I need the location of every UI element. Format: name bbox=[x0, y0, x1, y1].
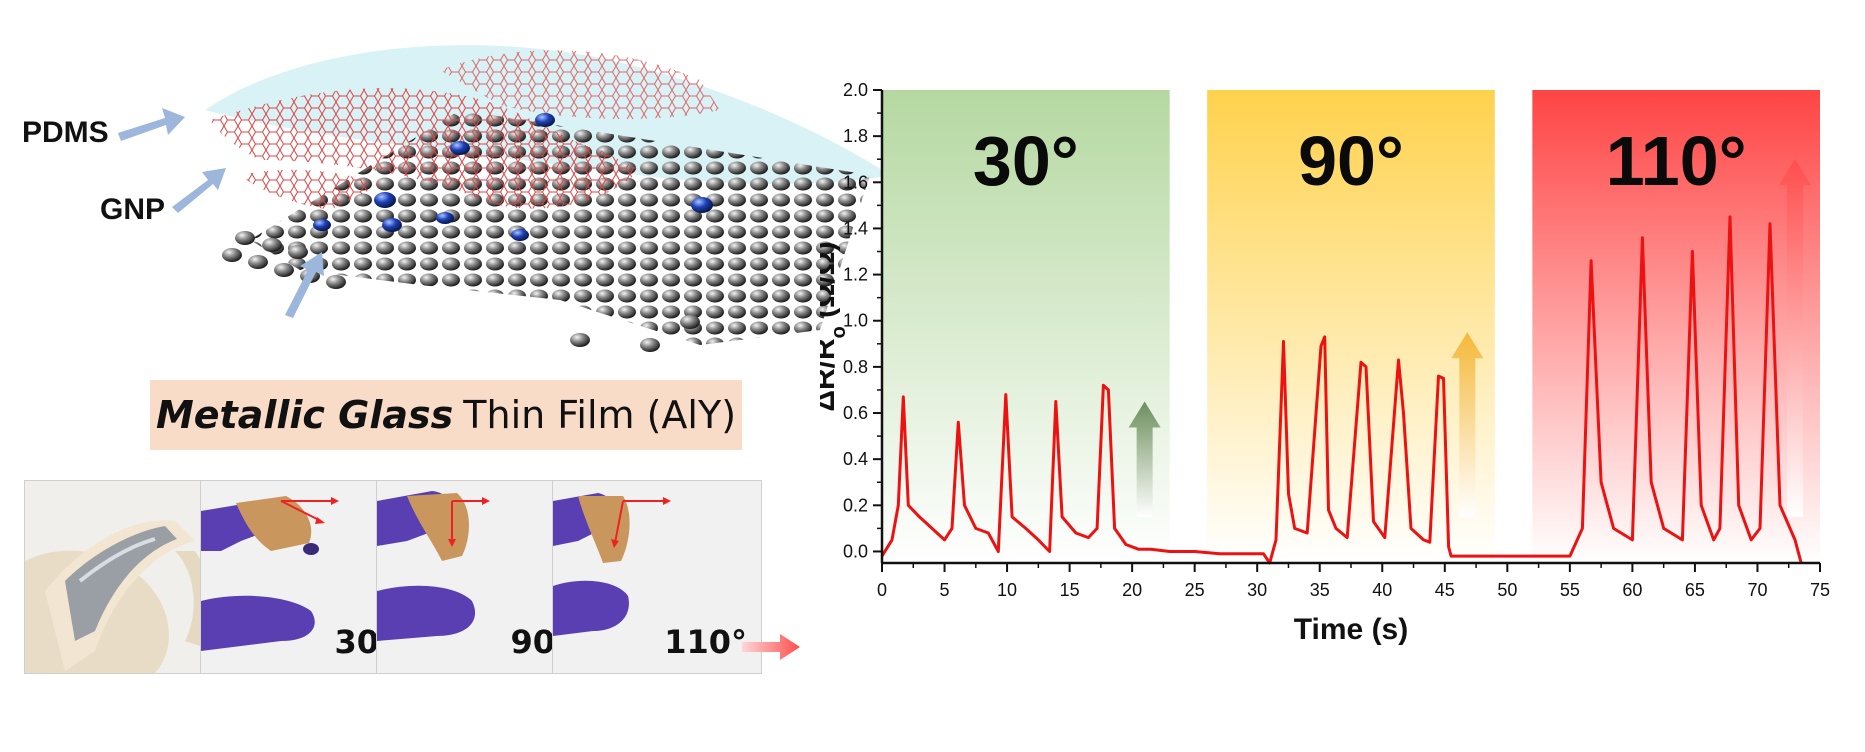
pdms-arrow bbox=[118, 108, 185, 141]
x-tick-label: 25 bbox=[1185, 580, 1205, 600]
bend-90-illustration bbox=[377, 491, 490, 641]
trend-arrow bbox=[1778, 159, 1811, 517]
zone-label: 30° bbox=[973, 122, 1079, 200]
pointer-arrows bbox=[118, 108, 324, 318]
x-tick-label: 50 bbox=[1497, 580, 1517, 600]
series-line bbox=[880, 215, 1803, 565]
bend-30-illustration bbox=[201, 496, 339, 651]
pdms-label: PDMS bbox=[22, 116, 109, 149]
trend-arrow bbox=[1128, 401, 1161, 517]
gnp-label: GNP bbox=[100, 193, 166, 226]
x-tick-label: 60 bbox=[1622, 580, 1642, 600]
finger-tape bbox=[236, 496, 312, 551]
x-tick-label: 70 bbox=[1747, 580, 1767, 600]
resistance-chart: 30° 90° 110° 0 5 10 15 20 25 30 35 40 45 50 55 60 65 70 7… bbox=[820, 80, 1830, 646]
gnp-network-lower bbox=[240, 169, 380, 210]
photo-bend-30: 30° bbox=[200, 480, 410, 674]
x-tick-label: 55 bbox=[1560, 580, 1580, 600]
x-tick-label: 45 bbox=[1435, 580, 1455, 600]
x-tick-label: 75 bbox=[1810, 580, 1830, 600]
connector-arrow bbox=[742, 634, 800, 660]
gnp-arrow bbox=[172, 168, 226, 213]
trend-arrow bbox=[1451, 332, 1484, 517]
x-tick-label: 0 bbox=[877, 580, 887, 600]
bend-110-illustration bbox=[553, 493, 671, 636]
y-axis-label: ΔR/Ro (Ω/Ω) bbox=[820, 241, 850, 411]
x-tick-label: 30 bbox=[1247, 580, 1267, 600]
film-label-box: Metallic Glass Thin Film (AlY) bbox=[150, 380, 742, 450]
y-axis-label-main: ΔR/R bbox=[820, 338, 841, 412]
x-axis-label: Time (s) bbox=[1294, 613, 1408, 646]
y-axis-label-sub: o bbox=[828, 326, 850, 338]
zone-band bbox=[1532, 90, 1820, 563]
y-axis-label-unit: (Ω/Ω) bbox=[820, 241, 841, 326]
series-trace bbox=[880, 215, 1803, 565]
y-tick-label: 0.2 bbox=[843, 495, 868, 515]
x-tick-label: 15 bbox=[1060, 580, 1080, 600]
y-tick-label: 1.6 bbox=[843, 172, 868, 192]
film-label-italic: Metallic Glass bbox=[155, 393, 454, 437]
y-tick-label: 1.0 bbox=[843, 311, 868, 331]
y-tick-label: 0.0 bbox=[843, 541, 868, 561]
film-label-rest: Thin Film (AlY) bbox=[463, 393, 737, 437]
y-tick-label: 1.2 bbox=[843, 265, 868, 285]
y-tick-label: 1.4 bbox=[843, 218, 868, 238]
x-tick-label: 40 bbox=[1372, 580, 1392, 600]
x-tick-label: 5 bbox=[940, 580, 950, 600]
trend-arrows bbox=[1128, 159, 1811, 517]
film-arrow bbox=[285, 252, 324, 318]
x-tick-label: 10 bbox=[997, 580, 1017, 600]
y-tick-label: 0.8 bbox=[843, 357, 868, 377]
metallic-sensor bbox=[65, 526, 177, 641]
y-tick-label: 0.6 bbox=[843, 403, 868, 423]
gnp-network-upper bbox=[440, 50, 720, 120]
layer-schematic bbox=[118, 45, 890, 352]
zone-label: 90° bbox=[1298, 122, 1404, 200]
x-tick-label: 20 bbox=[1122, 580, 1142, 600]
photo-angle-label: 110° bbox=[664, 623, 747, 661]
yttrium-balls bbox=[313, 113, 713, 241]
ticks: 0 5 10 15 20 25 30 35 40 45 50 55 60 65 70 75 0.0 0.2 0.4 0… bbox=[843, 80, 1830, 600]
photo-bend-110: 110° bbox=[552, 480, 762, 674]
x-tick-label: 65 bbox=[1685, 580, 1705, 600]
y-tick-label: 1.8 bbox=[843, 126, 868, 146]
y-tick-label: 0.4 bbox=[843, 449, 868, 469]
zone-label: 110° bbox=[1606, 122, 1747, 200]
zone-band bbox=[882, 90, 1170, 563]
gnp-network bbox=[210, 88, 640, 209]
x-tick-label: 35 bbox=[1310, 580, 1330, 600]
y-tick-label: 2.0 bbox=[843, 80, 868, 100]
